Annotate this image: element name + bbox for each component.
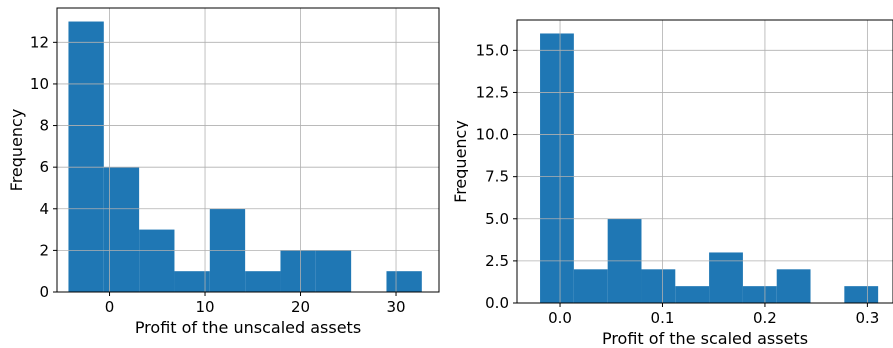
histogram-bar-2-2	[573, 269, 608, 303]
y-tick-label: 0	[39, 283, 49, 301]
histogram-bar-1-4	[174, 271, 210, 292]
histogram-bar-1-2	[103, 167, 140, 292]
histogram-bar-2-8	[776, 269, 811, 303]
x-tick-label: 0.0	[548, 309, 572, 327]
x-tick-label: 0.1	[651, 309, 675, 327]
y-tick-label: 12.5	[476, 83, 509, 101]
y-tick-label: 15.0	[476, 41, 509, 59]
y-axis-label: Frequency	[7, 109, 26, 192]
x-tick-label: 30	[386, 298, 405, 316]
histogram-bar-2-6	[709, 252, 743, 303]
histogram-bar-1-6	[245, 271, 281, 292]
x-tick-label: 0.2	[753, 309, 777, 327]
histogram-bar-2-10	[844, 286, 879, 303]
y-tick-label: 7.5	[485, 168, 509, 186]
y-tick-label: 6	[39, 158, 49, 176]
plot-area-frame	[56, 7, 440, 293]
y-axis-label-clip: Frequency	[451, 120, 470, 203]
x-axis-label: Profit of the scaled assets	[602, 329, 808, 348]
histogram-bar-2-5	[675, 286, 710, 303]
histogram-bar-1-7	[280, 250, 316, 292]
x-tick-label: 20	[291, 298, 310, 316]
y-tick-label: 8	[39, 117, 49, 135]
x-tick-label: 0	[105, 298, 115, 316]
y-tick-label: 5.0	[485, 210, 509, 228]
y-tick-label: 10.0	[476, 126, 509, 144]
histogram-bar-2-4	[641, 269, 676, 303]
x-tick-label: 0.3	[855, 309, 879, 327]
histogram-bar-1-3	[139, 229, 175, 292]
unscaled-assets-histogram: 0 10 20 30 0 2 4 6 8 10 12 Profit of the unscaled a…	[7, 7, 440, 337]
y-tick-label: 12	[30, 33, 49, 51]
x-axis-label: Profit of the unscaled assets	[135, 318, 361, 337]
y-tick-label: 2.5	[485, 252, 509, 270]
y-axis-label: Frequency	[451, 120, 470, 203]
histogram-bar-2-1	[540, 33, 574, 303]
x-tick-label: 10	[195, 298, 214, 316]
histogram-bar-2-7	[742, 286, 777, 303]
histogram-bar-1-1	[68, 21, 104, 293]
y-tick-label: 10	[30, 75, 49, 93]
histogram-bar-1-10	[386, 271, 422, 292]
y-tick-label: 0.0	[485, 294, 509, 312]
y-tick-label: 4	[39, 200, 49, 218]
y-tick-label: 2	[39, 241, 49, 259]
plot-area-frame	[516, 19, 893, 304]
histogram-bar-1-8	[315, 250, 352, 292]
scaled-assets-histogram: 0.0 0.1 0.2 0.3 0.0 2.5 5.0 7.5 10.0 12.5 15.0 Prof…	[451, 19, 893, 348]
